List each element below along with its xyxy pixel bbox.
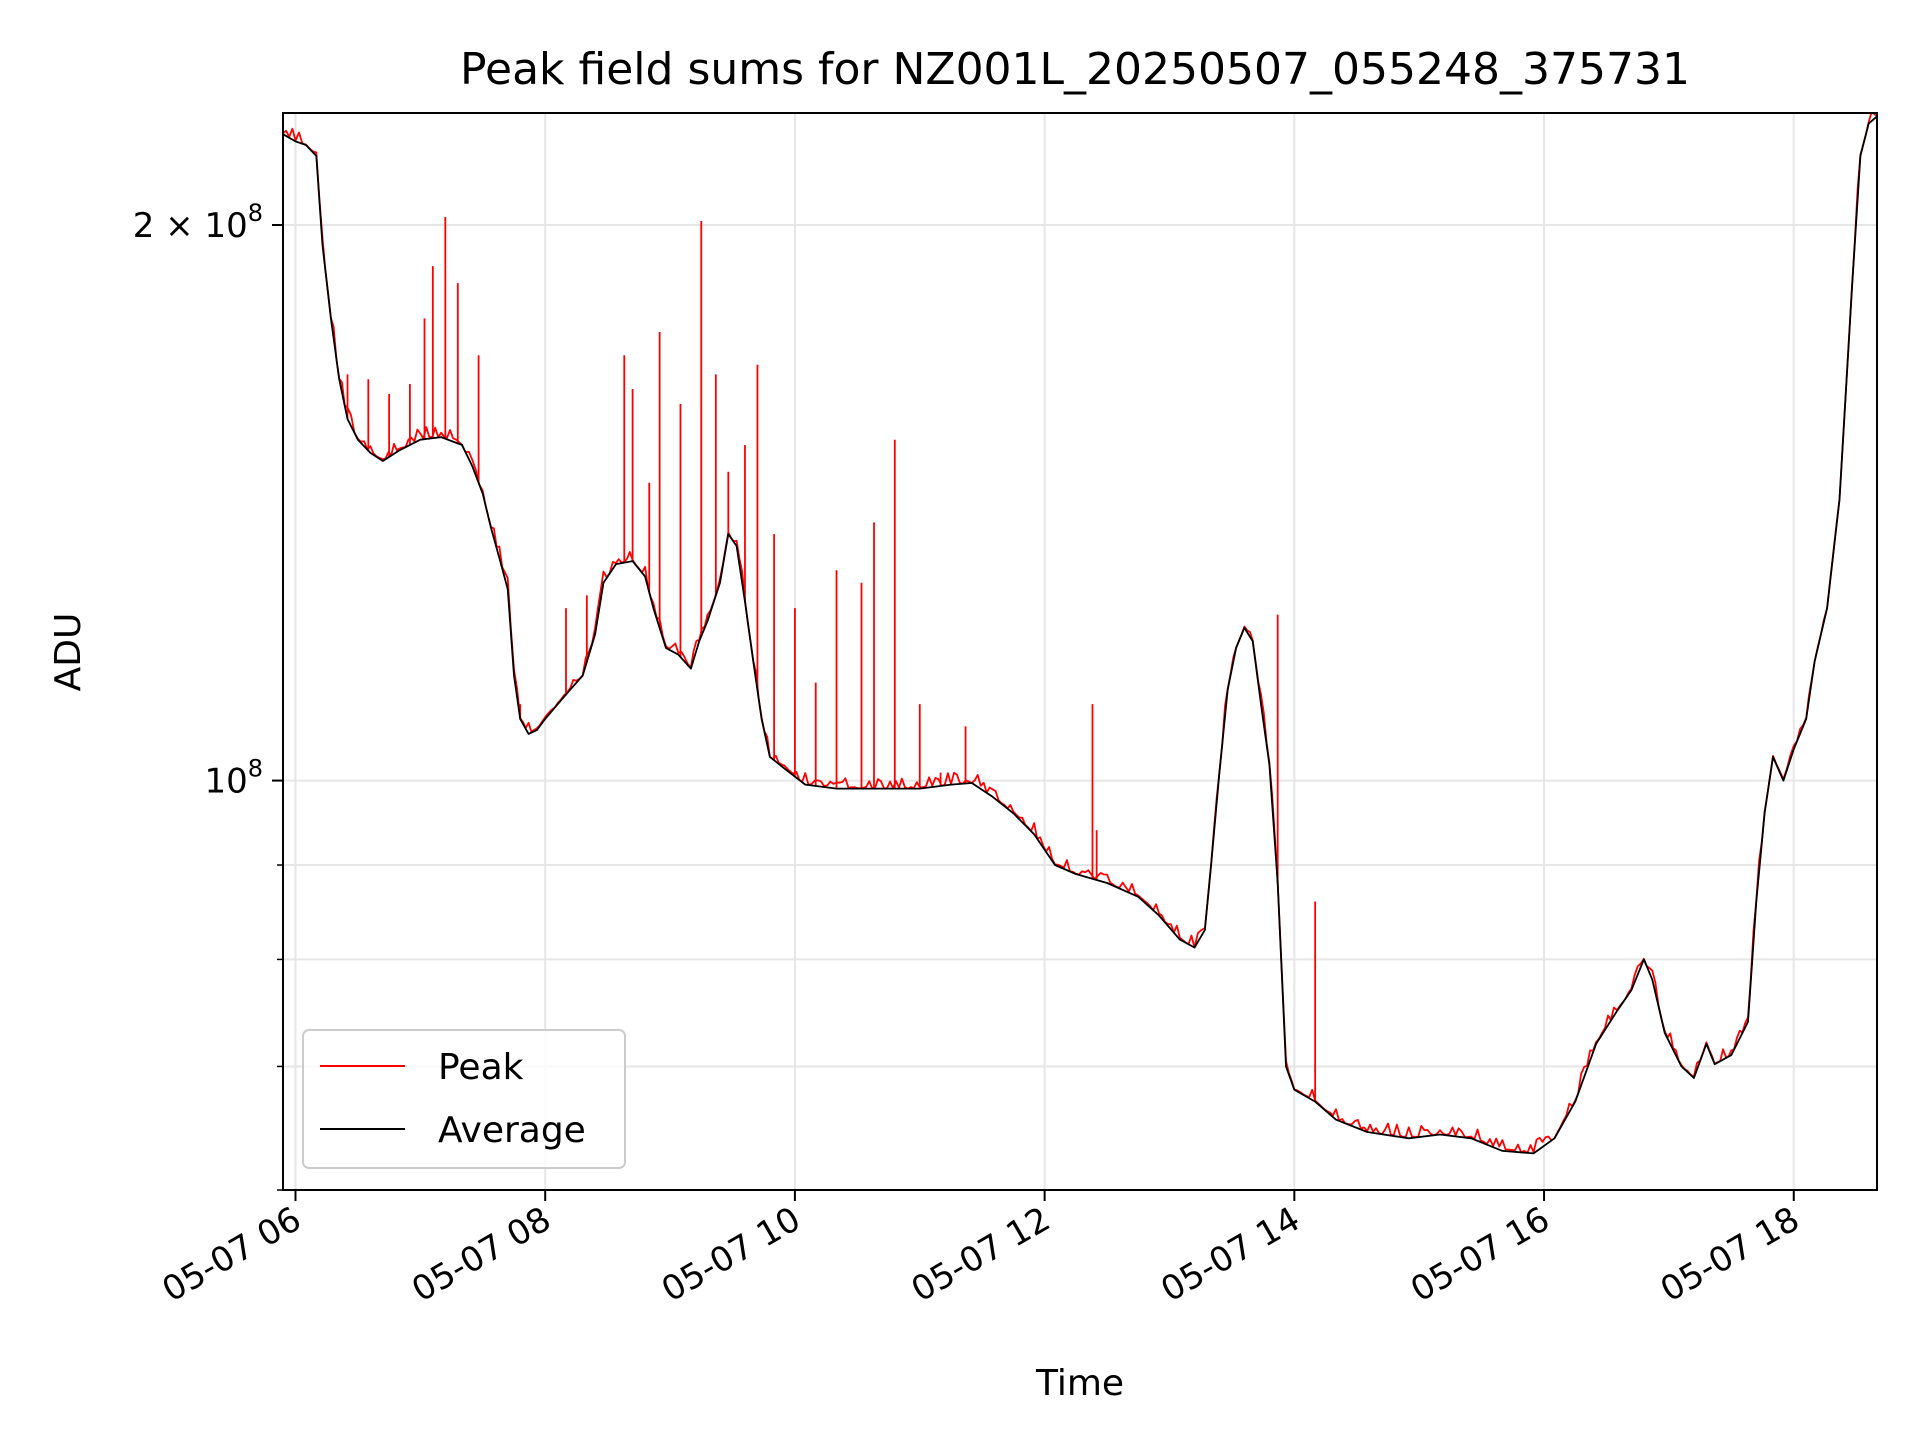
series-line-average — [283, 115, 1877, 1155]
series-line-peak — [283, 113, 1877, 1154]
y-tick-label: 2 × 108 — [133, 199, 263, 246]
chart-title: Peak field sums for NZ001L_20250507_0552… — [460, 44, 1690, 95]
y-axis-ticks: 108 2 × 108 — [133, 199, 283, 1191]
peak-spikes — [346, 217, 1317, 1102]
legend-box — [302, 1029, 626, 1169]
plot-frame — [282, 112, 1878, 1191]
x-axis-label: Time — [1035, 1363, 1124, 1404]
legend: Peak Average — [302, 1029, 626, 1169]
y-tick-label: 108 — [204, 755, 263, 802]
legend-label-average: Average — [438, 1110, 586, 1151]
legend-label-peak: Peak — [438, 1047, 524, 1088]
y-axis-label: ADU — [48, 613, 89, 692]
